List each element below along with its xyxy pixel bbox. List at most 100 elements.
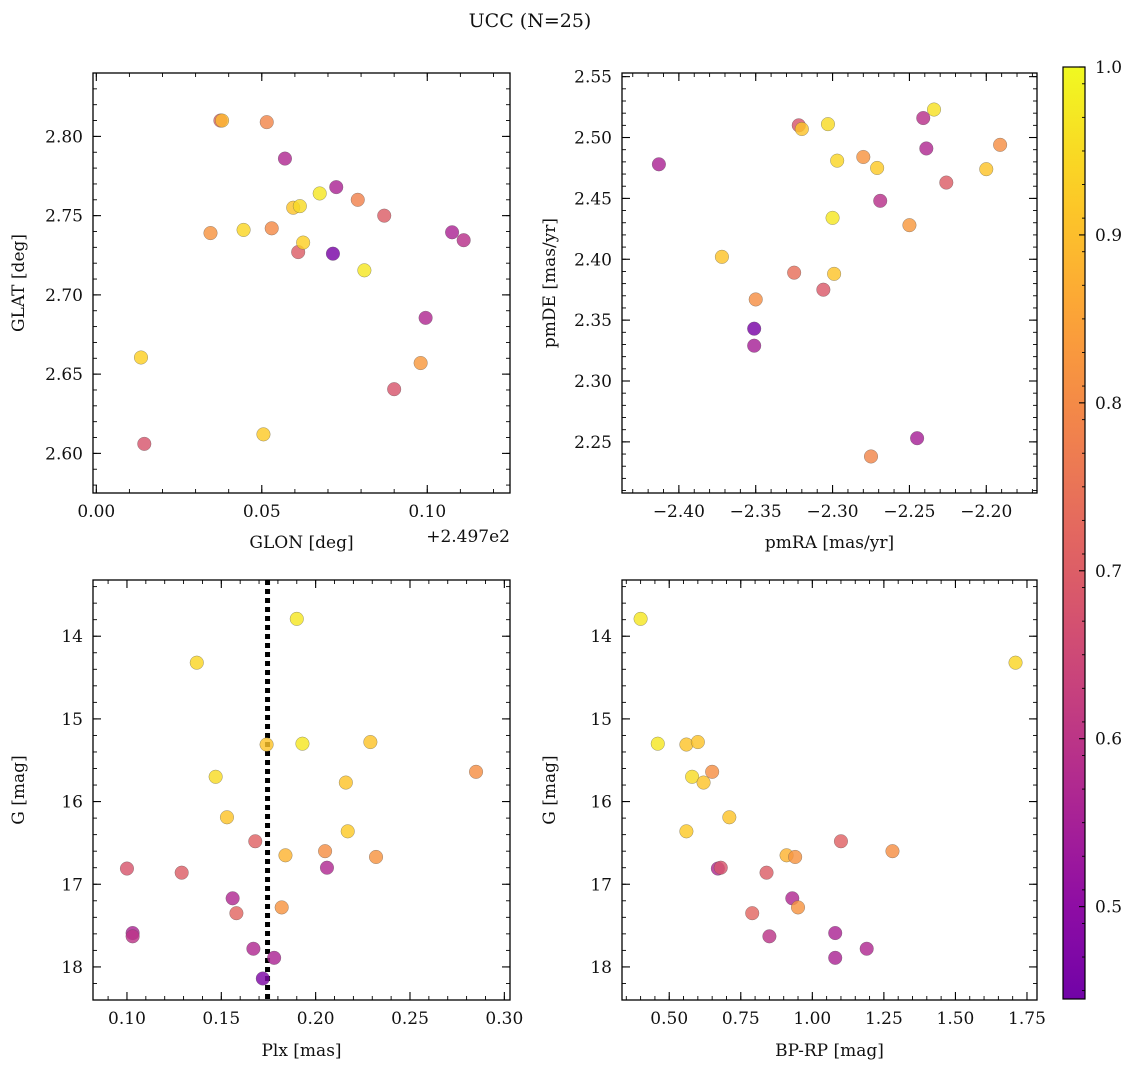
data-point bbox=[292, 199, 307, 214]
panel-top-right: −2.40 −2.35 −2.30 −2.25 −2.20 2.25 2.30 2.35 2.4… bbox=[540, 68, 1038, 553]
data-point bbox=[318, 844, 333, 859]
data-point bbox=[377, 208, 392, 223]
y-tick-label: 14 bbox=[61, 627, 83, 647]
data-point bbox=[350, 192, 365, 207]
data-point bbox=[863, 449, 879, 464]
data-point bbox=[259, 737, 274, 752]
data-point bbox=[856, 149, 871, 165]
data-point bbox=[203, 226, 218, 241]
colorbar-tick-label: 0.5 bbox=[1095, 898, 1122, 918]
colorbar-tick-label: 0.8 bbox=[1095, 394, 1122, 414]
data-point bbox=[833, 834, 848, 849]
data-point bbox=[885, 844, 900, 859]
axes-frame bbox=[621, 72, 1038, 494]
data-point bbox=[790, 900, 806, 915]
data-point bbox=[993, 137, 1008, 152]
data-point bbox=[939, 175, 954, 190]
y-tick-label: 2.70 bbox=[45, 286, 83, 306]
y-tick-label: 15 bbox=[61, 710, 83, 730]
data-point bbox=[650, 736, 665, 751]
y-tick-label: 2.35 bbox=[574, 311, 612, 331]
data-point bbox=[910, 431, 925, 446]
y-tick-label: 14 bbox=[590, 627, 612, 647]
data-point bbox=[747, 338, 762, 353]
data-point bbox=[787, 265, 802, 280]
data-point bbox=[296, 235, 311, 250]
panel-bottom-right: 0.50 0.75 1.00 1.25 1.50 1.75 14 15 16 17 18 BP-RP … bbox=[540, 579, 1046, 1061]
data-point bbox=[713, 860, 728, 875]
data-point bbox=[219, 810, 235, 825]
data-point bbox=[413, 355, 428, 371]
data-point bbox=[825, 210, 840, 225]
data-point bbox=[319, 860, 335, 875]
data-point bbox=[745, 906, 760, 921]
data-point bbox=[788, 849, 803, 865]
x-tick-label: 0.10 bbox=[108, 1009, 146, 1029]
data-point bbox=[267, 950, 282, 965]
data-point bbox=[125, 929, 140, 944]
data-point bbox=[340, 824, 355, 839]
y-tick-label: 17 bbox=[590, 875, 612, 895]
data-point bbox=[1008, 655, 1023, 670]
data-point bbox=[456, 233, 471, 248]
data-point bbox=[248, 834, 263, 849]
x-axis-label: BP-RP [mag] bbox=[775, 1041, 884, 1061]
x-tick-label: −2.40 bbox=[653, 502, 705, 522]
panels: 0.00 0.05 0.10 2.60 2.65 2.70 2.75 2.80 GLON [de… bbox=[9, 68, 1046, 1061]
data-point bbox=[919, 141, 934, 156]
data-point bbox=[418, 310, 433, 325]
x-tick-label: 1.75 bbox=[1008, 1009, 1046, 1029]
data-point bbox=[274, 900, 289, 915]
data-point bbox=[902, 218, 917, 233]
data-point bbox=[329, 180, 344, 195]
data-point bbox=[722, 810, 737, 825]
data-point bbox=[748, 292, 763, 307]
x-tick-label: 0.00 bbox=[77, 502, 115, 522]
x-axis-label: Plx [mas] bbox=[261, 1041, 341, 1061]
x-tick-label: 1.50 bbox=[937, 1009, 975, 1029]
x-tick-label: 0.20 bbox=[297, 1009, 335, 1029]
data-point bbox=[926, 102, 942, 117]
data-point bbox=[363, 734, 378, 750]
data-point bbox=[916, 110, 931, 126]
data-point bbox=[368, 849, 384, 865]
data-point bbox=[133, 350, 149, 365]
y-tick-label: 2.55 bbox=[574, 68, 612, 88]
y-tick-label: 2.65 bbox=[45, 365, 83, 385]
data-point bbox=[338, 775, 353, 790]
data-point bbox=[278, 848, 293, 863]
data-point bbox=[229, 906, 244, 921]
x-tick-label: −2.25 bbox=[883, 502, 935, 522]
data-point bbox=[747, 321, 762, 336]
y-tick-label: 18 bbox=[61, 958, 83, 978]
data-point bbox=[870, 160, 885, 176]
data-point bbox=[696, 775, 711, 790]
x-tick-label: −2.30 bbox=[807, 502, 859, 522]
x-tick-label: 0.75 bbox=[722, 1009, 760, 1029]
panel-top-left: 0.00 0.05 0.10 2.60 2.65 2.70 2.75 2.80 GLON [de… bbox=[9, 72, 511, 553]
data-point bbox=[289, 611, 304, 626]
data-point bbox=[277, 151, 293, 166]
y-tick-label: 15 bbox=[590, 710, 612, 730]
data-point bbox=[679, 737, 694, 752]
x-offset-label: +2.497e2 bbox=[426, 527, 510, 547]
data-point bbox=[859, 941, 874, 956]
data-point bbox=[762, 929, 777, 944]
data-point bbox=[295, 736, 310, 751]
data-point bbox=[633, 611, 648, 626]
colorbar-tick-label: 0.7 bbox=[1095, 562, 1122, 582]
data-point bbox=[759, 865, 774, 880]
colorbar: 0.5 0.6 0.7 0.8 0.9 1.0 bbox=[1062, 58, 1122, 1000]
x-tick-label: 0.30 bbox=[485, 1009, 523, 1029]
x-tick-label: 1.00 bbox=[793, 1009, 831, 1029]
y-axis-label: G [mag] bbox=[540, 755, 560, 824]
data-point bbox=[312, 186, 327, 201]
data-point bbox=[236, 222, 251, 237]
colorbar-tick-label: 1.0 bbox=[1095, 58, 1122, 78]
data-point bbox=[215, 113, 230, 128]
data-point bbox=[246, 941, 261, 956]
data-point bbox=[651, 157, 666, 172]
data-point bbox=[119, 861, 135, 876]
data-point bbox=[979, 162, 994, 177]
x-axis-label: GLON [deg] bbox=[249, 533, 353, 553]
